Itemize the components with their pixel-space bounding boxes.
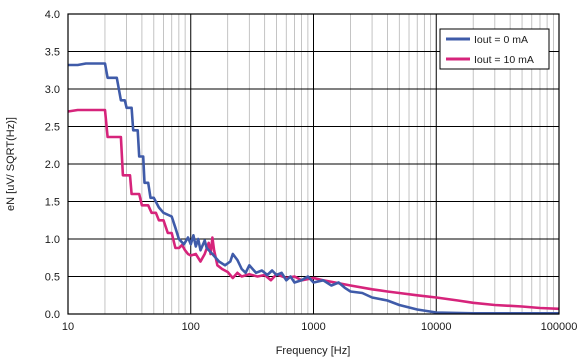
- plot-frame: [67, 13, 560, 315]
- legend-label-iout-0ma: Iout = 0 mA: [474, 34, 528, 46]
- legend-box: [439, 28, 550, 70]
- y-axis-label: eN [uV/ SQRT(Hz)]: [5, 117, 17, 211]
- series-layer: [67, 62, 560, 315]
- series-line-iout-0ma: [68, 62, 559, 315]
- y-tick-label: 4.0: [45, 9, 60, 21]
- x-tick-labels: 10 100 1000 10000 100000: [62, 321, 577, 333]
- x-tick-label: 10000: [421, 321, 452, 333]
- y-tick-label: 0.5: [45, 272, 60, 284]
- x-tick-label: 10: [62, 321, 74, 333]
- series-line-iout-10ma: [67, 108, 560, 311]
- y-tick-label: 0.0: [45, 309, 60, 321]
- x-axis-label: Frequency [Hz]: [276, 345, 351, 357]
- legend-label-iout-10ma: Iout = 10 mA: [474, 54, 534, 66]
- y-tick-label: 2.5: [45, 122, 60, 134]
- x-tick-label: 100: [182, 321, 200, 333]
- legend: Iout = 0 mA Iout = 10 mA: [439, 28, 550, 70]
- x-tick-label: 1000: [301, 321, 325, 333]
- y-tick-label: 3.5: [45, 47, 60, 59]
- y-tick-label: 3.0: [45, 84, 60, 96]
- y-tick-labels: 0.0 0.5 1.0 1.5 2.0 2.5 3.0 3.5 4.0: [45, 9, 60, 321]
- x-tick-label: 100000: [541, 321, 578, 333]
- y-tick-label: 1.0: [45, 234, 60, 246]
- y-tick-label: 2.0: [45, 159, 60, 171]
- y-tick-label: 1.5: [45, 197, 60, 209]
